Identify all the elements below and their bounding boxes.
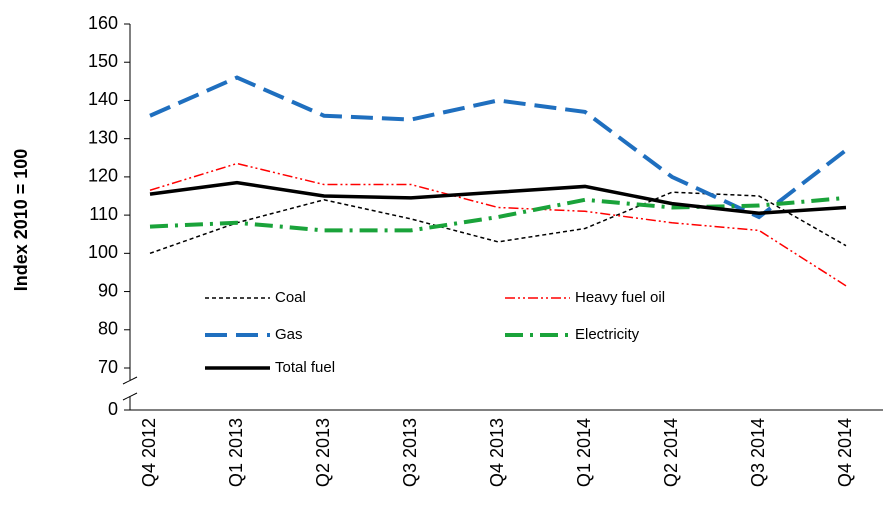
series-line: [149, 195, 847, 233]
legend-label: Total fuel: [275, 359, 335, 376]
x-tick-label: Q1 2014: [574, 418, 594, 487]
legend-label: Electricity: [575, 326, 640, 343]
break-gap: [125, 380, 135, 396]
x-tick-label: Q2 2014: [661, 418, 681, 487]
y-tick-label: 80: [98, 319, 118, 339]
y-tick-label: 110: [89, 204, 118, 224]
x-tick-label: Q3 2013: [400, 418, 420, 487]
x-tick-label: Q3 2014: [748, 418, 768, 487]
y-tick-label: 90: [98, 280, 118, 300]
series-line: [149, 75, 848, 220]
x-tick-label: Q2 2013: [313, 418, 333, 487]
y-tick-label: 150: [88, 51, 118, 71]
x-tick-label: Q4 2012: [139, 418, 159, 487]
y-tick-label: 70: [98, 357, 118, 377]
legend-label: Coal: [275, 289, 306, 306]
legend-label: Gas: [275, 326, 303, 343]
y-tick-label: 100: [88, 242, 118, 262]
legend-label: Heavy fuel oil: [575, 289, 665, 306]
y-tick-label: 140: [88, 89, 118, 109]
series-line: [149, 162, 847, 287]
x-tick-label: Q1 2013: [226, 418, 246, 487]
y-tick-label: 160: [88, 13, 118, 33]
series-line: [149, 191, 847, 255]
x-tick-label: Q4 2013: [487, 418, 507, 487]
y-tick-label: 120: [88, 166, 118, 186]
y-tick-label: 130: [88, 127, 118, 147]
series-line: [149, 180, 847, 215]
y-axis-label: Index 2010 = 100: [11, 149, 31, 292]
y-tick-label: 0: [108, 399, 118, 419]
axis-break: [122, 376, 138, 385]
axis-break: [122, 392, 138, 401]
x-tick-label: Q4 2014: [835, 418, 855, 487]
